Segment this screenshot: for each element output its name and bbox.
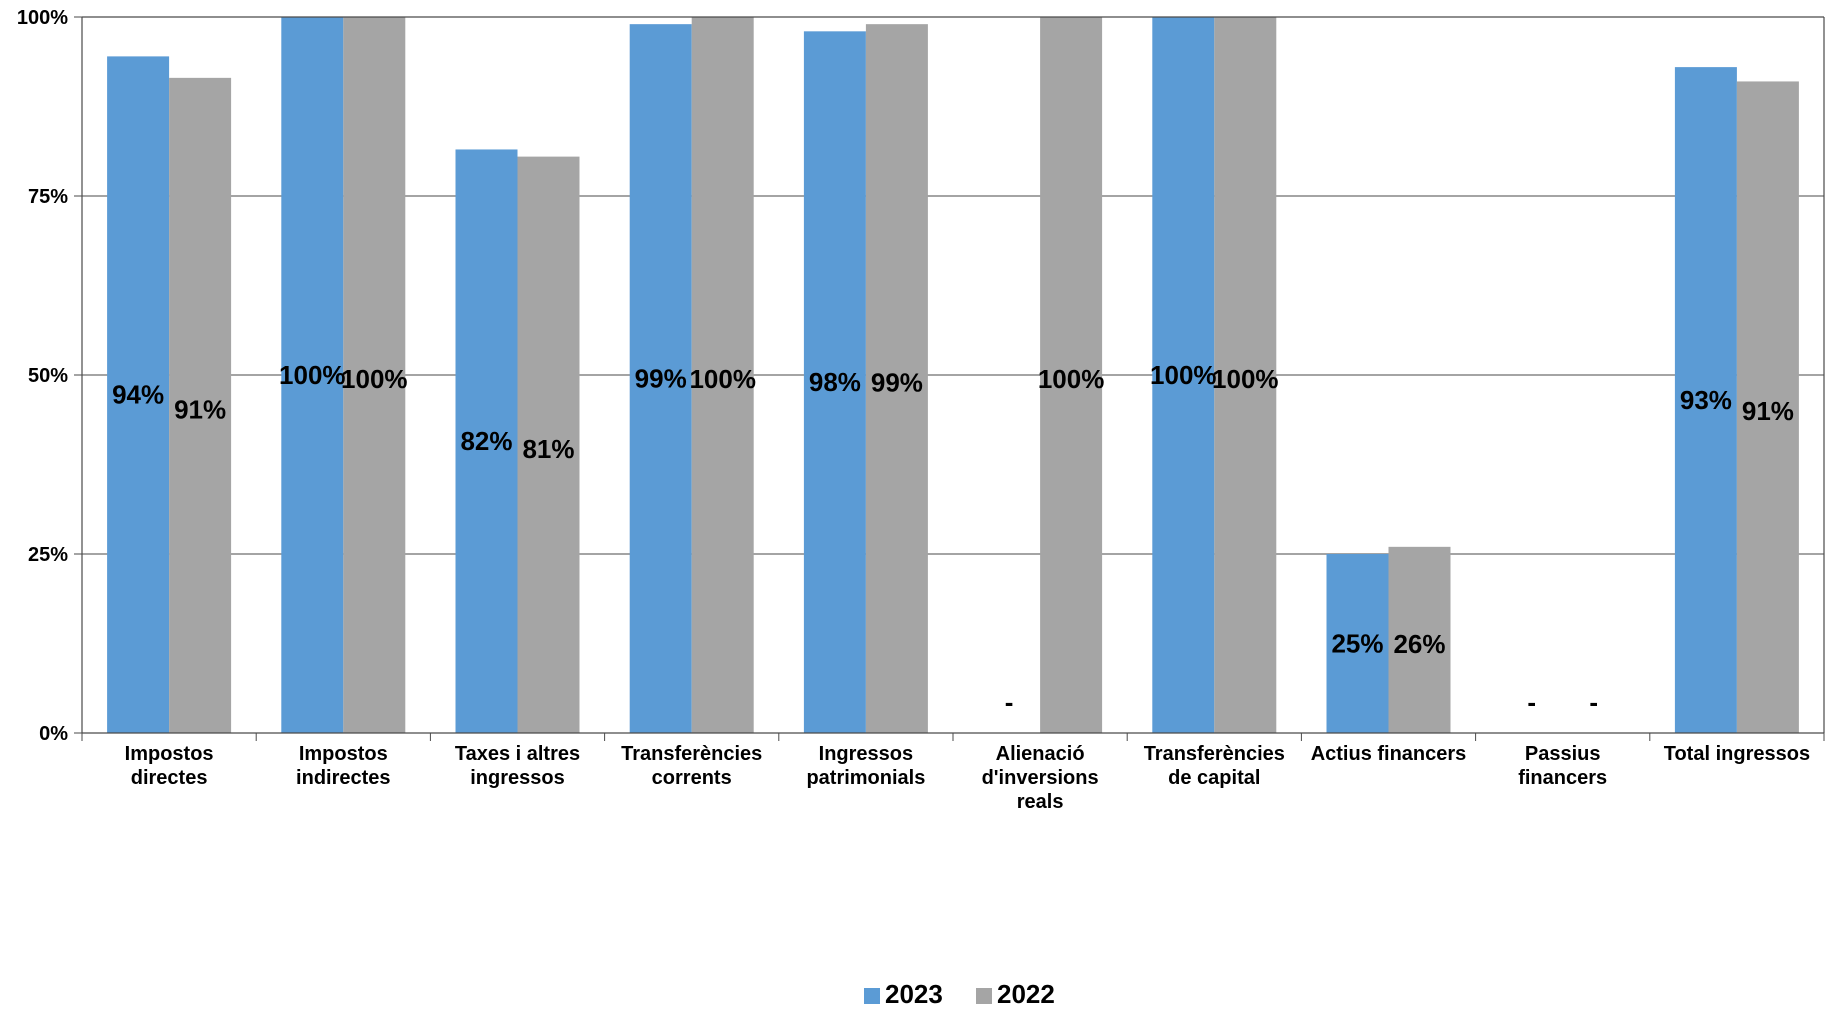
- bar-2023: [107, 56, 170, 733]
- y-tick-label: 50%: [28, 365, 68, 387]
- bar-2023: [803, 31, 866, 733]
- category-label: Taxes i altres ingressos: [455, 743, 580, 789]
- data-label-2023: -: [1005, 687, 1014, 717]
- y-tick-label: 75%: [28, 186, 68, 208]
- category-label: Transferències corrents: [621, 743, 762, 789]
- data-label-2023: 94%: [112, 380, 164, 410]
- data-label-2022: -: [1589, 687, 1598, 717]
- category-label: Transferències de capital: [1144, 743, 1285, 789]
- bar-2022: [691, 17, 754, 733]
- bar-2022: [865, 24, 928, 734]
- bar-2022: [1214, 17, 1277, 733]
- legend-swatch-2023: [864, 988, 880, 1004]
- data-label-2023: 98%: [809, 367, 861, 397]
- category-label: Ingressos patrimonials: [806, 743, 925, 789]
- bar-2022: [1040, 17, 1103, 733]
- bar-2023: [1152, 17, 1215, 733]
- data-label-2022: 100%: [689, 364, 756, 394]
- data-label-2023: 82%: [460, 426, 512, 456]
- y-tick-label: 100%: [17, 7, 68, 29]
- data-label-2022: 26%: [1393, 629, 1445, 659]
- data-label-2023: 100%: [279, 360, 346, 390]
- category-label: Impostos indirectes: [296, 743, 390, 789]
- bar-2023: [1326, 554, 1389, 733]
- legend-swatch-2022: [976, 988, 992, 1004]
- data-label-2022: 91%: [1742, 396, 1794, 426]
- y-tick-label: 25%: [28, 544, 68, 566]
- category-label: Alienació d'inversions reals: [982, 743, 1099, 813]
- legend-label-2023: 2023: [885, 979, 943, 1009]
- category-label: Total ingressos: [1664, 743, 1810, 765]
- data-label-2022: 100%: [341, 364, 408, 394]
- bar-2022: [1736, 81, 1799, 733]
- data-label-2022: 91%: [174, 394, 226, 424]
- data-label-2022: 100%: [1038, 364, 1105, 394]
- data-label-2022: 100%: [1212, 364, 1279, 394]
- y-tick-label: 0%: [39, 723, 68, 745]
- data-label-2023: 25%: [1331, 629, 1383, 659]
- bar-2023: [455, 149, 518, 733]
- data-label-2023: 93%: [1680, 385, 1732, 415]
- bar-2023: [629, 24, 692, 734]
- data-label-2022: 81%: [522, 434, 574, 464]
- category-label: Actius financers: [1311, 743, 1467, 765]
- category-label: Passius financers: [1518, 743, 1607, 789]
- bar-2022: [169, 77, 232, 734]
- data-label-2022: 99%: [871, 368, 923, 398]
- bar-2022: [517, 156, 580, 733]
- bar-2022: [1388, 546, 1451, 733]
- bar-2022: [343, 17, 406, 733]
- bar-2023: [1674, 67, 1737, 734]
- bar-2023: [281, 17, 344, 733]
- data-label-2023: -: [1527, 687, 1536, 717]
- data-label-2023: 99%: [635, 364, 687, 394]
- category-label: Impostos directes: [125, 743, 214, 789]
- data-label-2023: 100%: [1150, 360, 1217, 390]
- legend-label-2022: 2022: [997, 979, 1055, 1009]
